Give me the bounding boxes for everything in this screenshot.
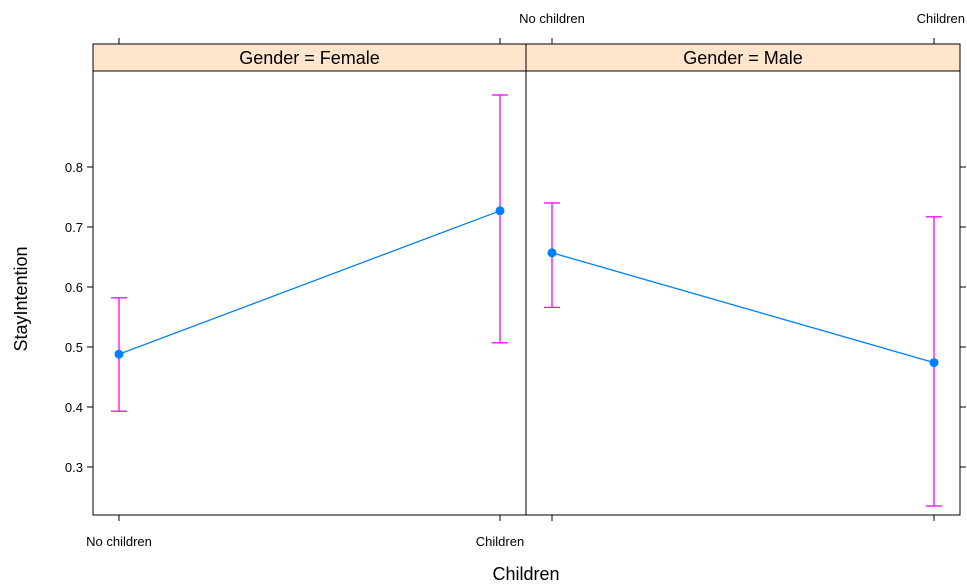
panel-1: Gender = Female — [92, 43, 527, 516]
y-tick-label: 0.8 — [65, 160, 83, 175]
y-tick-label: 0.3 — [65, 460, 83, 475]
panels-layer: Gender = Female Gender = Male — [92, 43, 961, 516]
y-tick-label: 0.4 — [65, 400, 83, 415]
panel-2: Gender = Male — [525, 43, 961, 516]
effect-line — [118, 210, 501, 355]
data-point — [929, 358, 939, 368]
effect-line — [551, 252, 935, 364]
y-axis-title: StayIntention — [11, 246, 31, 351]
x-axis-title: Children — [492, 564, 559, 584]
panel-strip — [525, 43, 961, 72]
x-tick-label: No children — [86, 534, 152, 549]
panel-strip — [92, 43, 527, 72]
y-tick-label: 0.7 — [65, 220, 83, 235]
x-tick-label-top: Children — [917, 11, 965, 26]
x-tick-label: Children — [476, 534, 524, 549]
panel-strip-label: Gender = Male — [683, 48, 803, 68]
panel-strip-label: Gender = Female — [239, 48, 380, 68]
data-point — [547, 248, 557, 258]
ticks-layer: 0.3 0.4 0.5 0.6 0.7 0.8 No children No children… — [65, 11, 966, 549]
panel-frame — [525, 70, 961, 516]
y-tick-label: 0.5 — [65, 340, 83, 355]
y-tick-label: 0.6 — [65, 280, 83, 295]
panel-frame — [92, 70, 527, 516]
x-tick-label-top: No children — [519, 11, 585, 26]
data-point — [114, 349, 124, 359]
data-point — [495, 206, 505, 216]
